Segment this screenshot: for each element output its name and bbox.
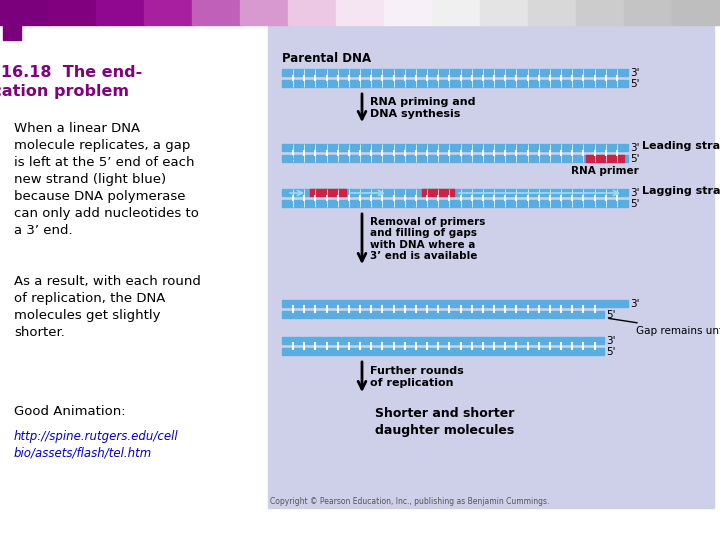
Text: 3': 3' xyxy=(630,188,639,198)
Text: Removal of primers
and filling of gaps
with DNA where a
3’ end is available: Removal of primers and filling of gaps w… xyxy=(370,217,485,261)
Bar xyxy=(282,300,628,307)
Text: RNA priming and
DNA synthesis: RNA priming and DNA synthesis xyxy=(370,97,475,119)
Text: Copyright © Pearson Education, Inc., publishing as Benjamin Cummings.: Copyright © Pearson Education, Inc., pub… xyxy=(270,497,549,506)
Bar xyxy=(144,0,193,25)
Text: Good Animation:: Good Animation: xyxy=(14,405,125,418)
Bar xyxy=(282,337,604,344)
Text: 3': 3' xyxy=(630,299,639,309)
Bar xyxy=(480,0,529,25)
Text: As a result, with each round
of replication, the DNA
molecules get slightly
shor: As a result, with each round of replicat… xyxy=(14,275,201,339)
Text: Shorter and shorter
daughter molecules: Shorter and shorter daughter molecules xyxy=(375,407,515,437)
Bar xyxy=(282,348,604,355)
Text: 5': 5' xyxy=(630,154,639,164)
Text: Gap remains unfilled: Gap remains unfilled xyxy=(608,319,720,336)
Bar xyxy=(192,0,241,25)
Bar xyxy=(282,200,628,207)
Bar xyxy=(586,155,624,162)
Bar xyxy=(624,0,673,25)
Bar xyxy=(528,0,577,25)
Bar xyxy=(282,311,604,318)
Bar xyxy=(576,0,625,25)
Text: Figure 16.18  The end-
replication problem: Figure 16.18 The end- replication proble… xyxy=(0,65,143,99)
Text: 5': 5' xyxy=(606,310,616,320)
Text: 5': 5' xyxy=(630,199,639,209)
Bar xyxy=(48,0,97,25)
Bar xyxy=(384,0,433,25)
Bar xyxy=(422,189,454,196)
Text: Leading strand: Leading strand xyxy=(642,141,720,151)
Text: 5': 5' xyxy=(606,347,616,357)
Bar xyxy=(282,189,628,196)
Bar xyxy=(0,0,49,25)
Bar xyxy=(282,69,628,76)
Text: Further rounds
of replication: Further rounds of replication xyxy=(370,366,464,388)
Text: Parental DNA: Parental DNA xyxy=(282,52,371,65)
Text: When a linear DNA
molecule replicates, a gap
is left at the 5’ end of each
new s: When a linear DNA molecule replicates, a… xyxy=(14,122,199,237)
Bar xyxy=(268,26,714,508)
Bar xyxy=(282,80,628,87)
Bar xyxy=(310,189,346,196)
Bar xyxy=(282,144,628,151)
Text: http://spine.rutgers.edu/cell
bio/assets/flash/tel.htm: http://spine.rutgers.edu/cell bio/assets… xyxy=(14,430,179,460)
Bar xyxy=(3,0,25,22)
Text: 5': 5' xyxy=(630,79,639,89)
Bar xyxy=(240,0,289,25)
Text: 3': 3' xyxy=(630,68,639,78)
Bar xyxy=(672,0,720,25)
Bar xyxy=(3,22,21,40)
Text: Lagging strand: Lagging strand xyxy=(642,186,720,196)
Text: 3': 3' xyxy=(606,336,616,346)
Bar xyxy=(288,0,337,25)
Bar xyxy=(96,0,145,25)
Text: 3': 3' xyxy=(630,143,639,153)
Bar xyxy=(282,155,628,162)
Bar xyxy=(432,0,481,25)
Bar xyxy=(336,0,385,25)
Text: RNA primer: RNA primer xyxy=(571,166,639,176)
